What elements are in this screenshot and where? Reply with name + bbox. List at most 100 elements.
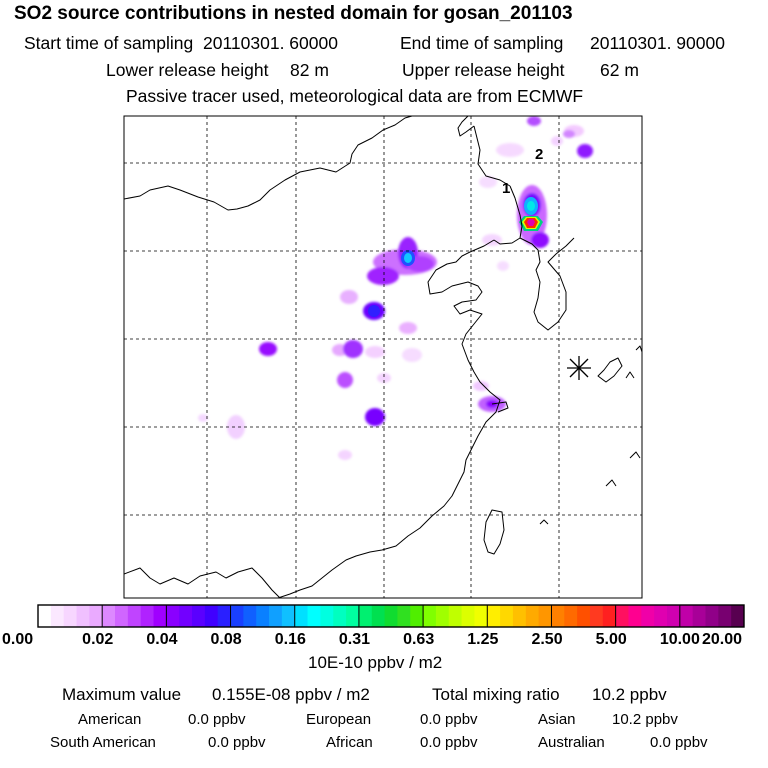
concentration-patch [497,261,509,271]
colorbar-swatch [538,605,552,627]
concentration-patch [563,130,575,138]
colorbar-swatch [127,605,142,627]
colorbar-swatch [166,605,180,627]
concentration-patch [259,342,277,356]
region-european-value: 0.0 ppbv [420,711,478,728]
concentration-patch [365,408,385,426]
concentration-patch [340,290,358,304]
colorbar-tick-label: 0.04 [146,631,178,648]
concentration-patch [531,232,549,248]
region-european-label: European [306,711,372,728]
colorbar-unit: 10E-10 ppbv / m2 [308,653,443,672]
region-african-value: 0.0 ppbv [420,734,478,751]
colorbar-swatch [564,605,578,627]
total-mixing-label: Total mixing ratio [432,685,560,704]
colorbar-swatch [115,605,129,627]
colorbar-swatch [410,605,424,627]
colorbar-swatch [512,605,527,627]
colorbar-swatch [615,605,629,627]
max-value-label: Maximum value [62,685,182,704]
colorbar-swatch [397,605,411,627]
concentration-patch [527,201,535,211]
colorbar-tick-label: 0.00 [2,631,34,648]
colorbar-swatch [474,605,488,627]
region-african-label: African [326,734,373,751]
colorbar-swatch [50,605,65,627]
colorbar-swatch [435,605,450,627]
colorbar-swatch [89,605,103,627]
colorbar-swatch [654,605,668,627]
concentration-patch [377,373,391,383]
concentration-patch [496,143,524,157]
concentration-field [198,116,593,460]
concentration-patch [402,348,422,362]
figure-title: SO2 source contributions in nested domai… [14,3,573,24]
colorbar-swatch [705,605,719,627]
concentration-patch [482,234,502,246]
concentration-patch [577,144,593,158]
region-asian-value: 10.2 ppbv [612,711,678,728]
colorbar-swatch [718,605,732,627]
colorbar-swatch [731,605,745,627]
colorbar [37,604,745,628]
concentration-patch [198,414,208,422]
concentration-patch [367,267,399,285]
colorbar-swatch [230,605,244,627]
total-mixing-value: 10.2 ppbv [592,685,667,704]
coastlines [124,116,642,598]
colorbar-swatch [102,605,116,627]
concentration-patch [399,322,417,334]
region-american-value: 0.0 ppbv [188,711,246,728]
concentration-patch [343,340,363,358]
colorbar-swatch [179,605,193,627]
concentration-patch [368,305,380,317]
start-time-label: Start time of sampling [24,33,194,53]
concentration-patch [338,450,352,460]
colorbar-swatch [294,605,309,627]
colorbar-swatch [192,605,206,627]
region-south-american-value: 0.0 ppbv [208,734,266,751]
model-note: Passive tracer used, meteorological data… [126,86,584,106]
max-value: 0.155E-08 ppbv / m2 [212,685,370,704]
colorbar-tick-label: 10.00 [659,631,700,648]
concentration-patch [365,346,385,358]
concentration-patch [404,253,412,263]
gosan-receptor-icon [567,356,591,380]
colorbar-swatch [423,605,437,627]
concentration-patch [479,176,497,188]
map-frame [123,115,643,599]
colorbar-tick-label: 0.16 [274,631,306,648]
map-area: 1 2 [124,116,642,598]
lower-release-label: Lower release height [106,60,269,80]
colorbar-swatch [333,605,347,627]
colorbar-swatch [692,605,706,627]
end-time-value: 20110301. 90000 [590,33,725,53]
upper-release-value: 62 m [600,60,639,80]
region-asian-label: Asian [538,711,576,728]
colorbar-tick-label: 0.02 [82,631,114,648]
concentration-patch [527,219,535,226]
colorbar-swatch [307,605,321,627]
graticule [124,116,642,598]
colorbar-tick-label: 0.63 [403,631,435,648]
concentration-patch [337,372,353,388]
colorbar-swatch [204,605,219,627]
region-australian-value: 0.0 ppbv [650,734,708,751]
colorbar-swatch [551,605,565,627]
region-south-american-label: South American [50,734,156,751]
colorbar-swatch [153,605,167,627]
colorbar-swatch [76,605,90,627]
colorbar-tick-label: 0.31 [338,631,371,648]
colorbar-swatch [602,605,617,627]
colorbar-swatch [371,605,386,627]
colorbar-swatch [461,605,475,627]
source-label-2: 2 [535,146,543,163]
upper-release-label: Upper release height [402,60,565,80]
colorbar-swatch [256,605,270,627]
colorbar-swatch [666,605,681,627]
colorbar-swatch [358,605,373,627]
colorbar-swatch [320,605,334,627]
colorbar-swatch [281,605,296,627]
region-australian-label: Australian [538,734,605,751]
colorbar-swatch [63,605,78,627]
